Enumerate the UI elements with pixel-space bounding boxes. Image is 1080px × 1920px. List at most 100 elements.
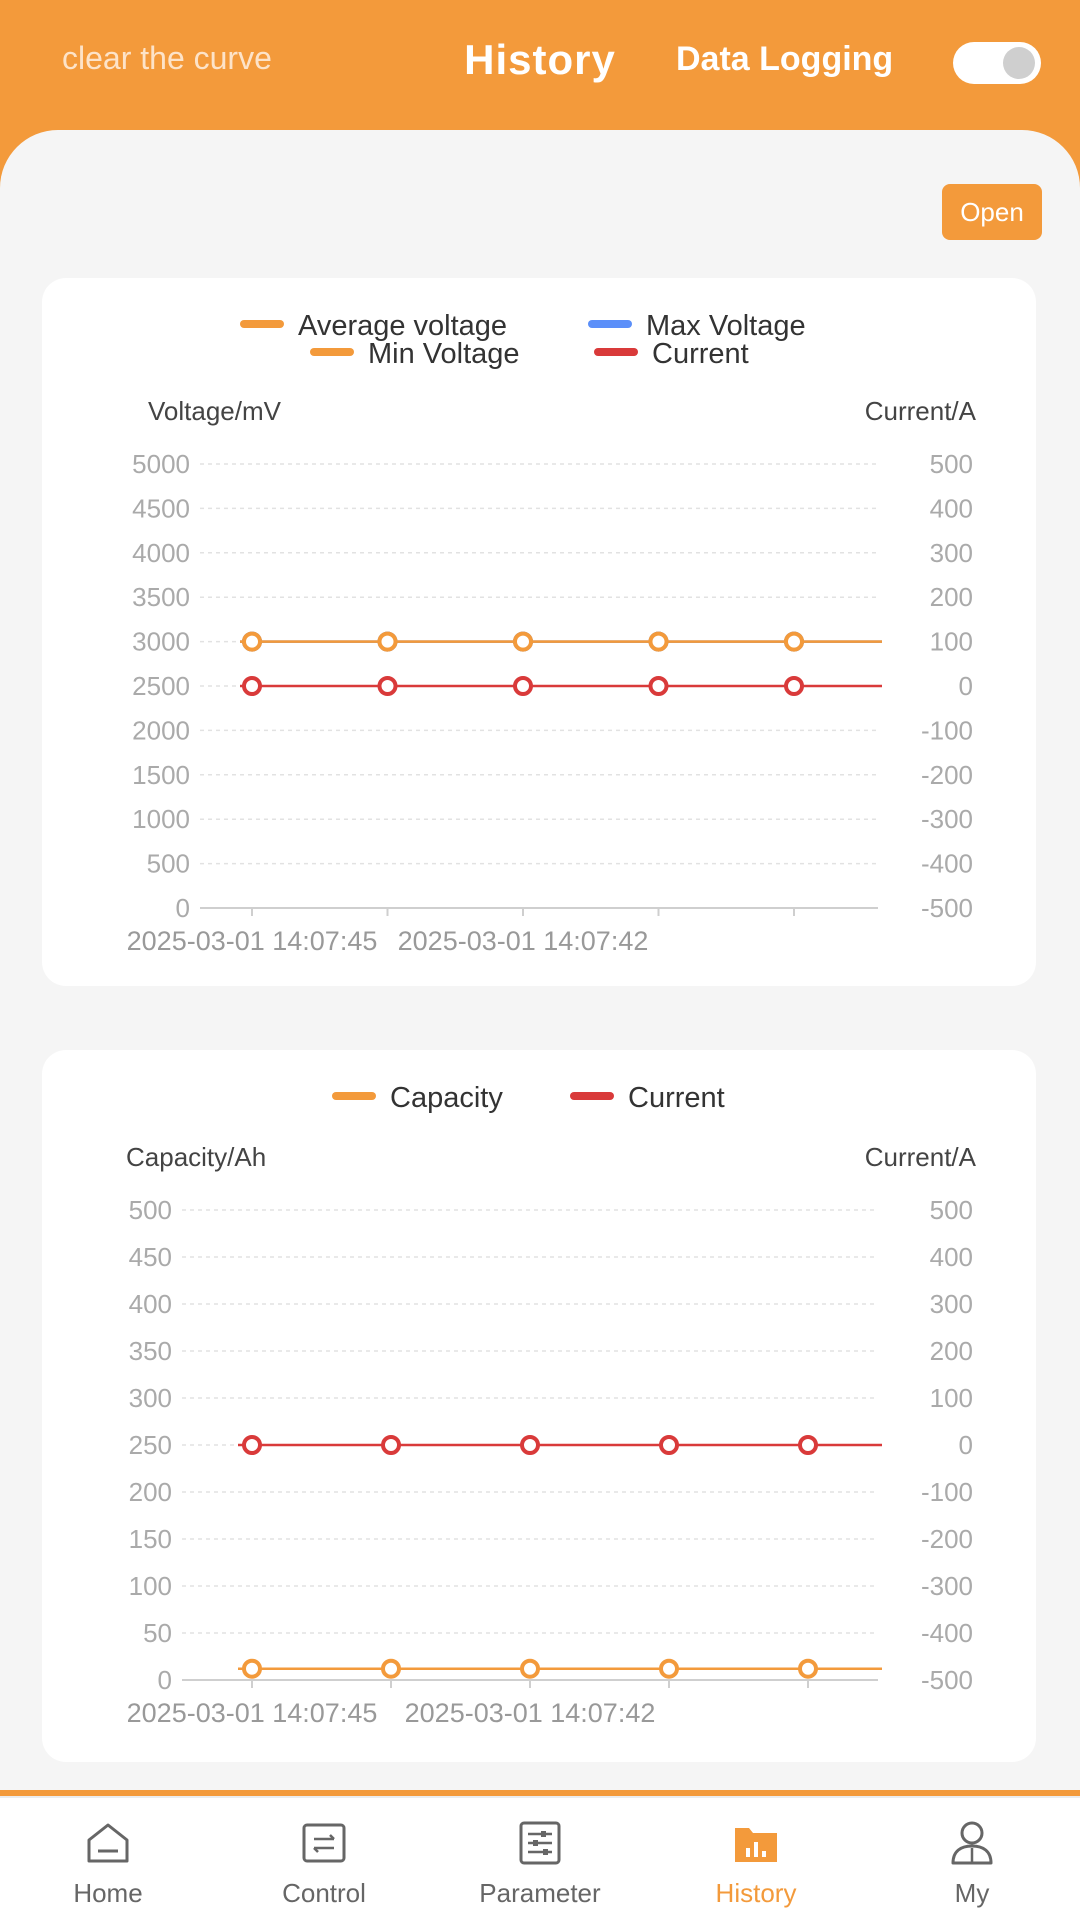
right-tick-label: 300: [930, 1289, 973, 1319]
parameter-icon: [519, 1821, 561, 1865]
data-point: [798, 1435, 818, 1455]
right-tick-label: 200: [930, 582, 973, 612]
x-tick-label: 2025-03-01 14:07:42: [398, 926, 649, 956]
legend-swatch: [594, 348, 638, 357]
right-tick-label: -300: [921, 1571, 973, 1601]
left-tick-label: 5000: [132, 449, 190, 479]
left-tick-label: 1000: [132, 804, 190, 834]
data-point: [242, 676, 262, 696]
nav-item-parameter[interactable]: Parameter: [432, 1798, 648, 1920]
legend-average-voltage[interactable]: Average voltage: [240, 310, 507, 343]
left-tick-label: 500: [129, 1195, 172, 1225]
nav-item-control[interactable]: Control: [216, 1798, 432, 1920]
data-point: [513, 676, 533, 696]
right-tick-label: 500: [930, 1195, 973, 1225]
legend-swatch: [240, 320, 284, 329]
right-tick-label: 500: [930, 449, 973, 479]
data-logging-label: Data Logging: [676, 40, 894, 78]
left-tick-label: 50: [143, 1618, 172, 1648]
legend-label: Min Voltage: [368, 338, 520, 370]
left-tick-label: 150: [129, 1524, 172, 1554]
data-point: [784, 676, 804, 696]
legend-swatch: [332, 1092, 376, 1101]
left-tick-label: 350: [129, 1336, 172, 1366]
right-axis-title: Current/A: [864, 1142, 976, 1172]
legend-swatch: [310, 348, 354, 357]
data-point: [798, 1658, 818, 1679]
legend-label: Current: [628, 1082, 725, 1114]
right-tick-label: 0: [959, 1430, 973, 1460]
right-tick-label: 400: [930, 493, 973, 523]
left-tick-label: 4000: [132, 538, 190, 568]
header-bar: clear the curve History Data Logging: [0, 0, 1080, 140]
right-tick-label: -200: [921, 760, 973, 790]
clear-curve-button[interactable]: clear the curve: [62, 40, 272, 76]
left-tick-label: 200: [129, 1477, 172, 1507]
legend-label: Capacity: [390, 1082, 503, 1114]
legend-label: Average voltage: [298, 310, 508, 342]
nav-label: Home: [73, 1878, 143, 1908]
legend-capacity[interactable]: Capacity: [332, 1082, 503, 1115]
nav-label: My: [954, 1878, 990, 1908]
data-logging-toggle[interactable]: [953, 42, 1041, 84]
voltage-chart-card: Average voltage Max Voltage Min Voltage …: [42, 278, 1036, 986]
legend-min-voltage[interactable]: Min Voltage: [310, 338, 520, 371]
data-point: [784, 631, 804, 652]
left-tick-label: 4500: [132, 493, 190, 523]
legend-current[interactable]: Current: [570, 1082, 725, 1115]
nav-label: Parameter: [479, 1878, 601, 1908]
x-tick-label: 2025-03-01 14:07:45: [127, 1698, 378, 1728]
data-point: [377, 631, 398, 652]
data-point: [659, 1435, 679, 1455]
nav-item-home[interactable]: Home: [0, 1798, 216, 1920]
legend-swatch: [588, 320, 632, 329]
nav-item-my[interactable]: My: [864, 1798, 1080, 1920]
data-point: [513, 631, 533, 652]
bottom-nav: Home Control Parameter: [0, 1796, 1080, 1920]
data-point: [242, 1435, 262, 1455]
x-tick-label: 2025-03-01 14:07:42: [405, 1698, 656, 1728]
left-tick-label: 2500: [132, 671, 190, 701]
nav-item-history[interactable]: History: [648, 1798, 864, 1920]
right-axis-title: Current/A: [864, 396, 976, 426]
right-tick-label: -500: [921, 1665, 973, 1695]
right-tick-label: -100: [921, 715, 973, 745]
left-tick-label: 400: [129, 1289, 172, 1319]
right-tick-label: -200: [921, 1524, 973, 1554]
right-tick-label: -400: [921, 1618, 973, 1648]
nav-label: History: [715, 1878, 797, 1908]
control-icon: [302, 1823, 346, 1863]
nav-label: Control: [282, 1878, 366, 1908]
x-tick-label: 2025-03-01 14:07:45: [127, 926, 378, 956]
toggle-knob: [1003, 47, 1035, 79]
right-tick-label: -100: [921, 1477, 973, 1507]
right-tick-label: -400: [921, 849, 973, 879]
data-point: [659, 1658, 679, 1679]
legend-max-voltage[interactable]: Max Voltage: [588, 310, 806, 343]
left-tick-label: 0: [176, 893, 190, 923]
left-tick-label: 1500: [132, 760, 190, 790]
data-point: [520, 1658, 540, 1679]
legend-current[interactable]: Current: [594, 338, 749, 371]
left-tick-label: 3000: [132, 627, 190, 657]
left-tick-label: 2000: [132, 715, 190, 745]
data-point: [242, 631, 262, 652]
right-tick-label: 100: [930, 627, 973, 657]
right-tick-label: 100: [930, 1383, 973, 1413]
right-tick-label: 400: [930, 1242, 973, 1272]
capacity-chart-card: Capacity Current Capacity/Ah Current/A 5…: [42, 1050, 1036, 1762]
left-tick-label: 0: [158, 1665, 172, 1695]
right-tick-label: 200: [930, 1336, 973, 1366]
right-tick-label: -300: [921, 804, 973, 834]
left-tick-label: 100: [129, 1571, 172, 1601]
open-button[interactable]: Open: [942, 184, 1042, 240]
right-tick-label: -500: [921, 893, 973, 923]
left-axis-title: Voltage/mV: [148, 396, 281, 426]
left-tick-label: 300: [129, 1383, 172, 1413]
left-tick-label: 450: [129, 1242, 172, 1272]
history-icon: [735, 1828, 777, 1862]
home-icon: [87, 1823, 129, 1863]
